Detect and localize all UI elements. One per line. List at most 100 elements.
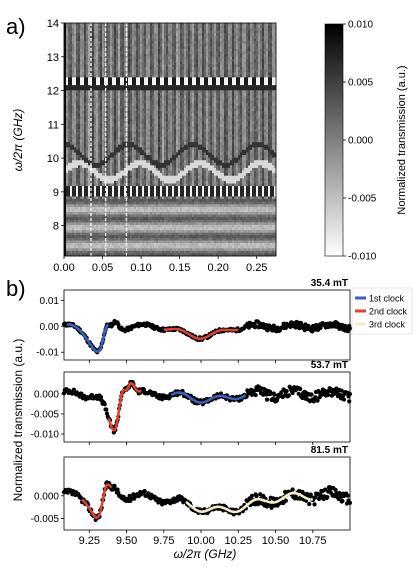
data-point — [279, 390, 284, 395]
data-point — [307, 501, 312, 507]
data-point — [271, 496, 276, 501]
data-point — [298, 386, 303, 392]
field-label: 81.5 mT — [311, 445, 348, 456]
x-tick-label: 9.75 — [153, 535, 174, 547]
x-tick-label: 9.50 — [116, 535, 137, 547]
data-point — [340, 498, 345, 504]
x-tick-label: 10.75 — [299, 535, 327, 547]
panel-b-label: b) — [6, 276, 26, 301]
subplot: 35.4 mT 0.01 0.00 -0.01 — [36, 278, 353, 361]
legend-label: 2nd clock — [369, 307, 408, 317]
fit-curve — [163, 327, 239, 340]
fit-curve — [170, 391, 247, 404]
fit-curve — [67, 323, 109, 353]
y-tick-label: 9 — [53, 187, 59, 199]
data-point — [290, 487, 295, 492]
data-point — [112, 483, 117, 488]
data-point — [290, 390, 295, 396]
data-point — [345, 493, 350, 498]
data-point — [246, 325, 251, 330]
y-tick-label: 0.000 — [34, 491, 59, 502]
data-point — [142, 489, 147, 494]
colorbar-tick-label: 0.010 — [348, 20, 373, 31]
y-tick-label: 0.00 — [40, 322, 60, 333]
x-tick-label: 0.20 — [207, 262, 228, 274]
x-tick-label: 0.15 — [169, 262, 190, 274]
x-tick-label: 10.50 — [262, 535, 290, 547]
y-tick-label: 8 — [53, 221, 59, 233]
data-point — [102, 402, 107, 407]
legend-label: 3rd clock — [369, 320, 406, 330]
data-point — [254, 494, 259, 499]
data-point — [318, 325, 323, 330]
y-tick-label: 0.01 — [40, 296, 60, 307]
y-tick-label: -0.005 — [31, 410, 60, 421]
data-point — [315, 398, 320, 403]
data-point — [322, 487, 328, 492]
x-tick-label: 0.00 — [53, 262, 74, 274]
subplot: 53.7 mT 0.000 -0.005 -0.010 — [31, 360, 353, 443]
x-tick-label: 0.25 — [246, 262, 267, 274]
y-tick-label: 11 — [48, 119, 59, 131]
colorbar-tick-label: 0.000 — [348, 136, 373, 147]
colorbar-ticks: 0.010 0.005 0.000 -0.005 -0.010 — [343, 20, 377, 263]
colorbar — [324, 23, 344, 257]
data-point — [341, 397, 347, 402]
panel-a-label: a) — [6, 14, 26, 39]
data-point — [104, 407, 109, 412]
colorbar-tick-label: -0.010 — [348, 252, 377, 263]
data-point — [272, 392, 277, 397]
panel-b-xlabel: ω/2π (GHz) — [174, 547, 237, 561]
data-point — [284, 388, 289, 394]
data-point — [339, 388, 344, 393]
legend: 1st clock 2nd clock 3rd clock — [351, 287, 413, 335]
field-label: 53.7 mT — [311, 360, 348, 371]
y-tick-label: 13 — [47, 52, 59, 64]
data-point — [312, 502, 317, 507]
colorbar-label: Normalized transmission (a.u.) — [396, 65, 408, 214]
y-tick-label: 14 — [47, 18, 59, 30]
data-point — [347, 399, 352, 404]
panel-a-ylabel: ω/2π (GHz) — [11, 109, 25, 172]
colorbar-tick-label: 0.005 — [348, 78, 373, 89]
heatmap — [63, 22, 277, 257]
data-point — [249, 493, 254, 499]
data-point — [286, 393, 291, 398]
data-point — [98, 394, 104, 400]
panel-b-x-axis: 9.25 9.50 9.75 10.00 10.25 10.50 10.75 — [79, 360, 327, 547]
fit-curve — [107, 381, 142, 432]
fit-curve — [80, 483, 113, 519]
panel-b-ylabel: Normalized transmission (a.u.) — [11, 339, 25, 502]
data-point — [325, 495, 330, 500]
data-point — [347, 326, 353, 331]
data-point — [253, 392, 258, 398]
x-tick-label: 10.00 — [187, 535, 215, 547]
field-label: 35.4 mT — [311, 278, 348, 289]
data-point — [141, 387, 147, 392]
data-point — [298, 320, 304, 326]
legend-label: 1st clock — [369, 294, 405, 304]
colorbar-tick-label: -0.005 — [348, 194, 377, 205]
data-point — [347, 391, 353, 397]
data-point — [283, 498, 288, 503]
y-tick-label: -0.010 — [31, 430, 60, 441]
y-tick-label: 12 — [47, 86, 59, 98]
subplot: 81.5 mT 0.000 -0.005 — [31, 445, 353, 531]
data-point — [308, 492, 313, 497]
x-tick-label: 10.25 — [225, 535, 253, 547]
data-point — [347, 500, 353, 506]
y-tick-label: -0.01 — [36, 348, 59, 359]
data-point — [115, 487, 120, 492]
panel-a-y-axis: 14 13 12 11 10 9 8 — [47, 18, 64, 233]
x-tick-label: 9.25 — [79, 535, 100, 547]
y-tick-label: 10 — [47, 153, 59, 165]
y-tick-label: -0.005 — [31, 514, 60, 525]
x-tick-label: 0.05 — [92, 262, 113, 274]
panel-a-x-axis: 0.00 0.05 0.10 0.15 0.20 0.25 — [53, 256, 267, 274]
data-point — [326, 392, 331, 398]
data-point — [309, 392, 314, 397]
y-tick-label: 0.000 — [34, 390, 59, 401]
x-tick-label: 0.10 — [130, 262, 151, 274]
data-point — [264, 397, 270, 402]
